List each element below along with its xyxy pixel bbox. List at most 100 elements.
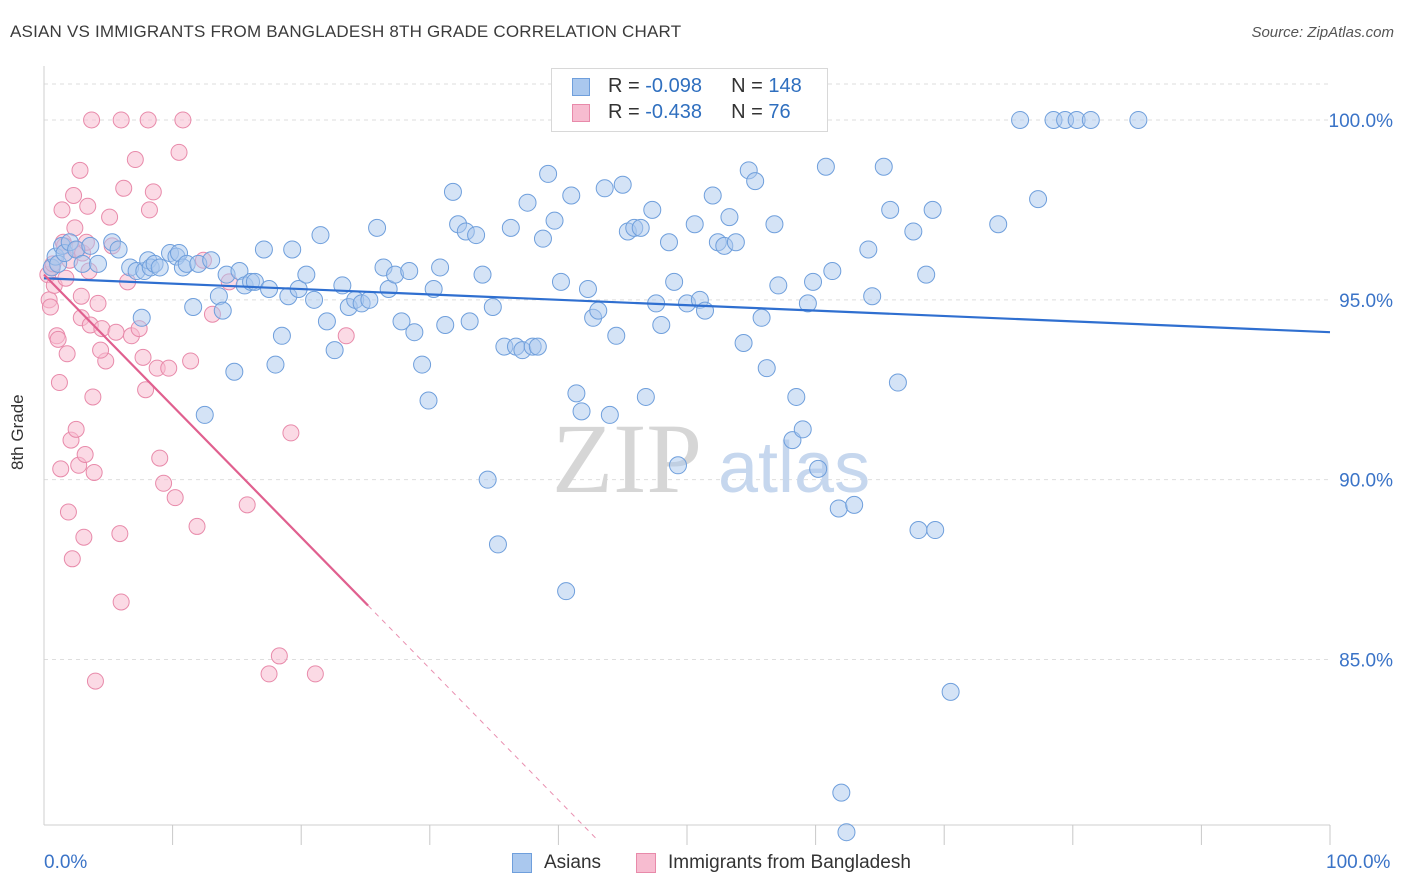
asian-point <box>1129 110 1148 129</box>
asian-point <box>467 226 486 245</box>
y-tick-label: 95.0% <box>1339 291 1393 312</box>
axes <box>43 66 1331 845</box>
asian-point <box>483 298 502 317</box>
asian-point <box>567 384 586 403</box>
r-label: R = <box>608 75 646 97</box>
asian-point <box>863 287 882 306</box>
asian-point <box>360 290 379 309</box>
asian-point <box>881 200 900 219</box>
asian-point <box>551 272 570 291</box>
bangladesh-point <box>306 665 324 683</box>
asian-point <box>436 315 455 334</box>
bangladesh-point <box>52 460 70 478</box>
bangladesh-point <box>83 111 101 129</box>
bangladesh-swatch <box>572 104 590 122</box>
bangladesh-point <box>166 489 184 507</box>
asian-point <box>917 265 936 284</box>
n-label: N = <box>731 101 769 123</box>
asian-point <box>613 175 632 194</box>
bangladesh-point <box>75 528 93 546</box>
bangladesh-point <box>71 161 89 179</box>
asian-point <box>213 301 232 320</box>
bangladesh-point <box>79 197 97 215</box>
bangladesh-point <box>76 445 94 463</box>
bangladesh-point <box>126 151 144 169</box>
asian-point <box>132 308 151 327</box>
asian-point <box>557 582 576 601</box>
asian-point <box>460 312 479 331</box>
asian-point <box>225 362 244 381</box>
asian-point <box>757 359 776 378</box>
bangladesh-point <box>144 183 162 201</box>
asian-point <box>809 459 828 478</box>
asian-point <box>424 280 443 299</box>
asian-point <box>703 186 722 205</box>
asian-point <box>405 323 424 342</box>
asian-point <box>533 229 552 248</box>
asian-point <box>734 333 753 352</box>
asian-point <box>150 258 169 277</box>
bangladesh-point <box>107 323 125 341</box>
asian-point <box>746 172 765 191</box>
n-value: 76 <box>768 101 791 123</box>
asian-point <box>720 208 739 227</box>
bangladesh-point <box>86 672 104 690</box>
asian-point <box>923 200 942 219</box>
asian-point <box>317 312 336 331</box>
asian-point <box>798 294 817 313</box>
asians-legend-label: Asians <box>544 852 602 873</box>
r-label: R = <box>608 101 646 123</box>
asian-point <box>607 326 626 345</box>
asian-trend-line <box>43 277 1331 334</box>
bangladesh-point <box>58 345 76 363</box>
asian-point <box>752 308 771 327</box>
bangladesh-point <box>84 388 102 406</box>
asian-point <box>400 262 419 281</box>
asian-point <box>832 783 851 802</box>
bangladesh-point <box>260 665 278 683</box>
bangladesh-legend-label: Immigrants from Bangladesh <box>668 852 911 873</box>
asian-point <box>823 262 842 281</box>
bangladesh-trend-extension <box>367 605 598 840</box>
asian-point <box>419 391 438 410</box>
asian-point <box>589 301 608 320</box>
chart-title: ASIAN VS IMMIGRANTS FROM BANGLADESH 8TH … <box>10 22 682 41</box>
asian-point <box>1081 110 1100 129</box>
asian-point <box>272 326 291 345</box>
asian-point <box>368 218 387 237</box>
bangladesh-point <box>112 111 130 129</box>
y-tick-label: 100.0% <box>1329 111 1394 132</box>
asian-point <box>665 272 684 291</box>
bangladesh-point <box>53 201 71 219</box>
asian-point <box>636 387 655 406</box>
bangladesh-point <box>182 352 200 370</box>
asian-point <box>595 179 614 198</box>
n-label: N = <box>731 75 769 97</box>
asian-point <box>888 373 907 392</box>
asian-point <box>202 251 221 270</box>
x-tick-max: 100.0% <box>1326 852 1391 873</box>
r-value: -0.438 <box>645 101 702 123</box>
asian-points <box>42 110 1148 842</box>
bangladesh-point <box>49 330 67 348</box>
asian-point <box>1011 110 1030 129</box>
bangladesh-point <box>174 111 192 129</box>
bangladesh-point <box>188 517 206 535</box>
bangladesh-points <box>39 111 355 690</box>
correlation-legend: R = -0.098 N = 148 R = -0.438 N = 76 <box>551 68 828 132</box>
bangladesh-point <box>50 374 68 392</box>
asian-point <box>726 233 745 252</box>
asian-point <box>431 258 450 277</box>
asian-point <box>297 265 316 284</box>
asian-point <box>926 521 945 540</box>
bangladesh-point <box>140 201 158 219</box>
bangladesh-point <box>112 593 130 611</box>
watermark: ZIP atlas <box>552 403 870 514</box>
bangladesh-point <box>65 186 83 204</box>
asian-point <box>909 521 928 540</box>
asian-point <box>769 276 788 295</box>
bangladesh-point <box>151 449 169 467</box>
asian-point <box>816 157 835 176</box>
asian-point <box>572 402 591 421</box>
